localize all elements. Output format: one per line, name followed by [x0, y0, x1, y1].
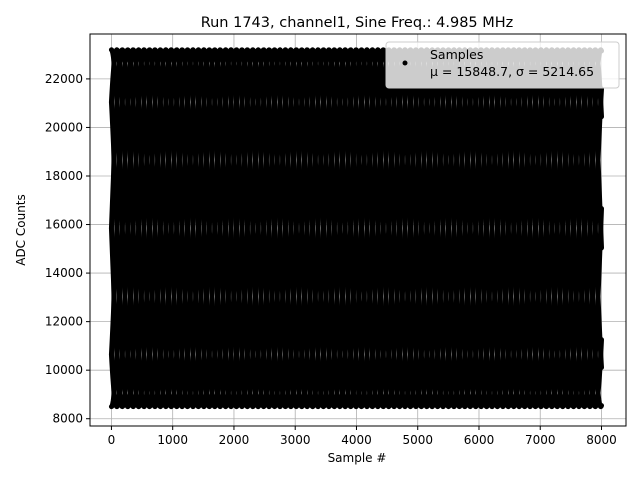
x-tick-label: 7000: [525, 433, 556, 447]
x-tick-label: 0: [108, 433, 116, 447]
data-series-samples: [108, 47, 604, 410]
legend-marker: [402, 60, 408, 66]
axis-ticks: 0 1000 2000 3000 4000 5000 6000 7000 8000 8000 100…: [45, 72, 617, 447]
y-tick-label: 16000: [45, 218, 83, 232]
y-tick-label: 14000: [45, 266, 83, 280]
legend-box: [385, 41, 620, 89]
x-tick-label: 5000: [402, 433, 433, 447]
y-axis-label: ADC Counts: [14, 194, 28, 266]
x-tick-label: 3000: [280, 433, 311, 447]
x-axis-label: Sample #: [328, 451, 387, 465]
x-tick-label: 1000: [157, 433, 188, 447]
plot-frame: [89, 33, 627, 427]
y-tick-label: 12000: [45, 315, 83, 329]
x-tick-label: 6000: [464, 433, 495, 447]
x-tick-label: 2000: [219, 433, 250, 447]
sample-trace: [108, 47, 604, 410]
y-tick-label: 8000: [52, 412, 83, 426]
legend-series-name: Samples: [430, 47, 483, 62]
y-tick-label: 18000: [45, 169, 83, 183]
legend-stats: μ = 15848.7, σ = 5214.65: [430, 64, 594, 79]
x-tick-label: 4000: [341, 433, 372, 447]
chart-title: Run 1743, channel1, Sine Freq.: 4.985 MH…: [201, 15, 514, 31]
y-tick-label: 22000: [45, 72, 83, 86]
y-tick-label: 10000: [45, 363, 83, 377]
legend: Samples μ = 15848.7, σ = 5214.65: [385, 41, 620, 89]
x-tick-label: 8000: [586, 433, 617, 447]
sample-trace: [108, 47, 604, 410]
y-tick-label: 20000: [45, 120, 83, 134]
